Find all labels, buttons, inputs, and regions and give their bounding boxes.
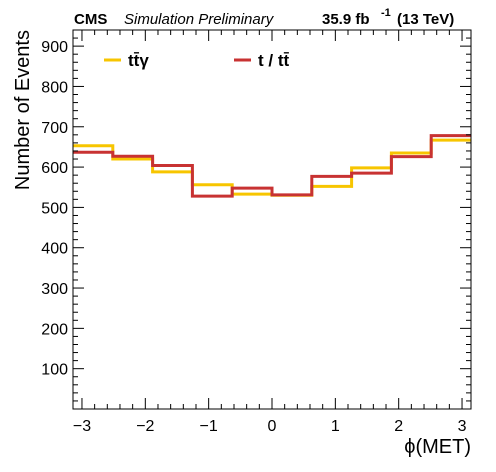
y-tick-labels: 100 200 300 400 500 600 700 800 900 — [41, 39, 68, 379]
y-tick-label: 900 — [41, 39, 68, 56]
series-layer — [73, 134, 471, 198]
x-tick-label: −1 — [200, 418, 218, 435]
y-tick-label: 500 — [41, 200, 68, 217]
experiment-label: CMS — [74, 11, 107, 28]
x-tick-label: −3 — [73, 418, 91, 435]
lumi-label: 35.9 fb — [322, 11, 370, 28]
y-tick-label: 300 — [41, 281, 68, 298]
legend-label-ttgamma: tt̄γ — [128, 51, 149, 70]
lumi-exponent: -1 — [381, 7, 391, 19]
x-tick-labels: −3 −2 −1 0 1 2 3 — [73, 418, 467, 435]
y-tick-label: 700 — [41, 120, 68, 137]
x-tick-label: 1 — [331, 418, 340, 435]
y-tick-label: 100 — [41, 362, 68, 379]
y-tick-label: 800 — [41, 79, 68, 96]
status-label: Simulation Preliminary — [124, 11, 275, 28]
y-tick-label: 600 — [41, 160, 68, 177]
y-tick-label: 400 — [41, 241, 68, 258]
plot-frame — [72, 29, 472, 410]
series-line-1 — [73, 134, 471, 198]
y-tick-label: 200 — [41, 321, 68, 338]
x-tick-label: −2 — [136, 418, 154, 435]
legend-label-t-tt: t / tt̄ — [258, 51, 289, 70]
energy-label: (13 TeV) — [397, 11, 454, 28]
x-axis-title: ϕ(MET) — [404, 436, 471, 458]
axes-layer — [72, 29, 472, 410]
x-tick-label: 0 — [268, 418, 277, 435]
x-tick-label: 2 — [394, 418, 403, 435]
y-axis-title: Number of Events — [12, 30, 34, 190]
x-tick-label: 3 — [458, 418, 467, 435]
legend: tt̄γ t / tt̄ — [104, 51, 289, 70]
